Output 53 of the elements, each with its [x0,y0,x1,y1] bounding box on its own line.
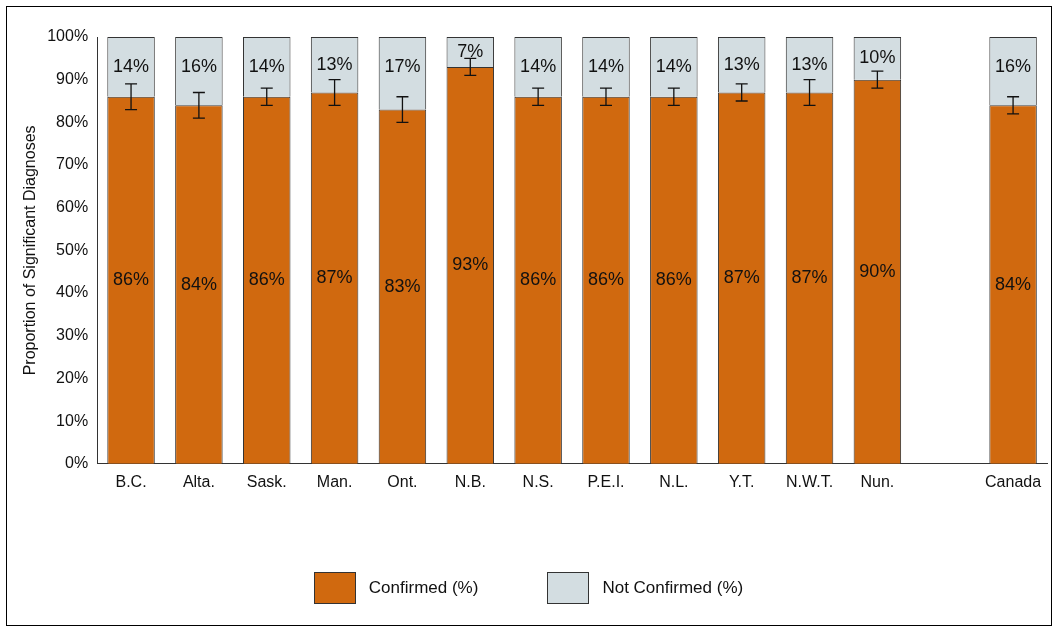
data-label: 14% [520,55,557,76]
y-tick-label: 50% [56,240,89,258]
data-label: 10% [859,47,896,68]
data-label: 86% [248,269,285,290]
x-tick-label: N.S. [522,472,554,490]
y-tick-label: 60% [56,198,89,216]
x-tick-label: N.W.T. [785,472,834,490]
x-tick-label: Alta. [182,472,215,490]
data-label: 14% [248,55,285,76]
data-label: 7% [457,40,484,61]
data-label: 84% [180,273,217,294]
y-tick-label: 10% [56,411,89,429]
x-tick-label: Sask. [246,472,287,490]
data-label: 87% [723,267,760,288]
data-label: 13% [791,53,828,74]
x-tick-label: B.C. [115,472,147,490]
legend-label: Not Confirmed (%) [602,578,744,598]
data-label: 17% [384,55,421,76]
data-label: 16% [180,55,217,76]
data-label: 84% [995,273,1032,294]
data-label: 14% [655,55,692,76]
y-tick-label: 90% [56,70,89,88]
data-label: 13% [316,53,353,74]
data-label: 93% [452,254,489,275]
y-tick-label: 80% [56,112,89,130]
y-tick-label: 100% [47,27,89,45]
x-tick-label: Nun. [860,472,895,490]
data-label: 86% [655,269,692,290]
x-tick-label: P.E.I. [587,472,625,490]
data-label: 16% [995,55,1032,76]
y-axis-title: Proportion of Significant Diagnoses [21,125,39,376]
x-tick-label: Man. [316,472,353,490]
x-tick-label: N.B. [454,472,486,490]
x-tick-label: Canada [985,472,1042,490]
y-tick-label: 0% [65,454,89,472]
data-label: 14% [587,55,624,76]
y-tick-label: 30% [56,326,89,344]
data-label: 14% [113,55,150,76]
data-label: 90% [859,260,896,281]
x-tick-label: N.L. [659,472,689,490]
x-tick-label: Y.T. [728,472,755,490]
data-label: 87% [791,267,828,288]
legend-label: Confirmed (%) [368,578,479,598]
x-tick-label: Ont. [387,472,418,490]
data-label: 86% [587,269,624,290]
data-label: 86% [520,269,557,290]
y-tick-label: 40% [56,283,89,301]
y-tick-label: 70% [56,155,89,173]
y-tick-label: 20% [56,368,89,386]
data-label: 83% [384,275,421,296]
data-label: 13% [723,53,760,74]
data-label: 87% [316,267,353,288]
data-label: 86% [113,269,150,290]
